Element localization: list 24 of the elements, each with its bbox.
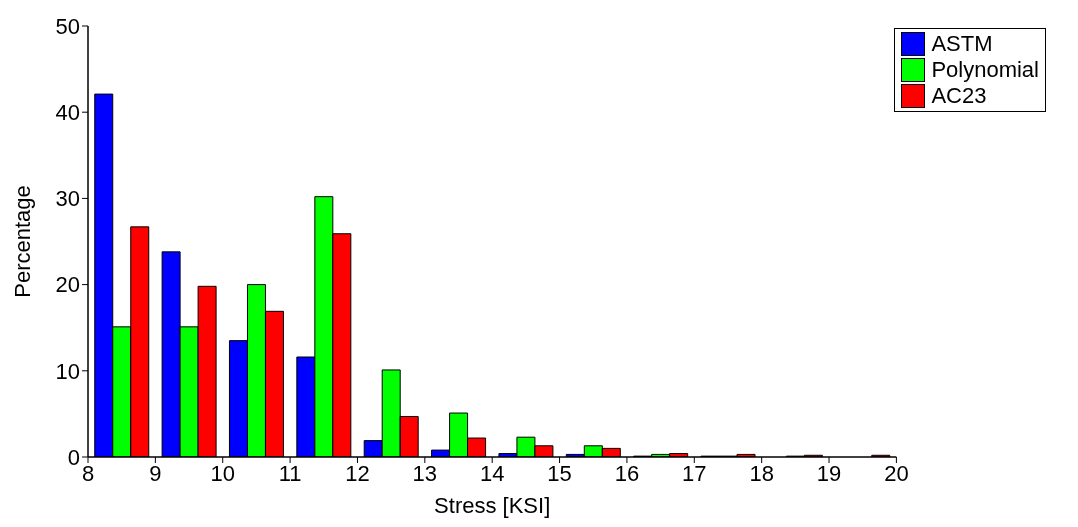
x-tick-label: 16 [614,460,640,486]
y-tick-label: 50 [55,13,80,39]
legend-label: ASTM [931,31,993,57]
y-tick-label: 30 [55,186,80,212]
x-tick-label: 14 [479,460,505,486]
x-tick-label: 13 [412,460,438,486]
x-axis-title: Stress [KSI] [434,493,551,518]
x-tick-label: 17 [682,460,707,486]
y-tick-label: 0 [67,444,80,470]
x-tick-label: 8 [81,460,95,486]
y-tick-label: 10 [55,358,80,384]
x-tick-label: 18 [749,460,774,486]
y-axis-title: Percentage [9,185,35,298]
x-tick-label: 20 [884,460,909,486]
x-tick-label: 19 [816,460,842,486]
x-tick-label: 12 [345,460,370,486]
y-tick-label: 40 [55,100,80,126]
y-tick-label: 20 [55,272,80,298]
x-tick-label: 15 [547,460,572,486]
x-tick-label: 11 [278,460,302,486]
legend-label: Polynomial [931,57,1039,83]
legend-label: AC23 [931,83,987,109]
x-tick-label: 9 [149,460,162,486]
x-tick-label: 10 [210,460,235,486]
